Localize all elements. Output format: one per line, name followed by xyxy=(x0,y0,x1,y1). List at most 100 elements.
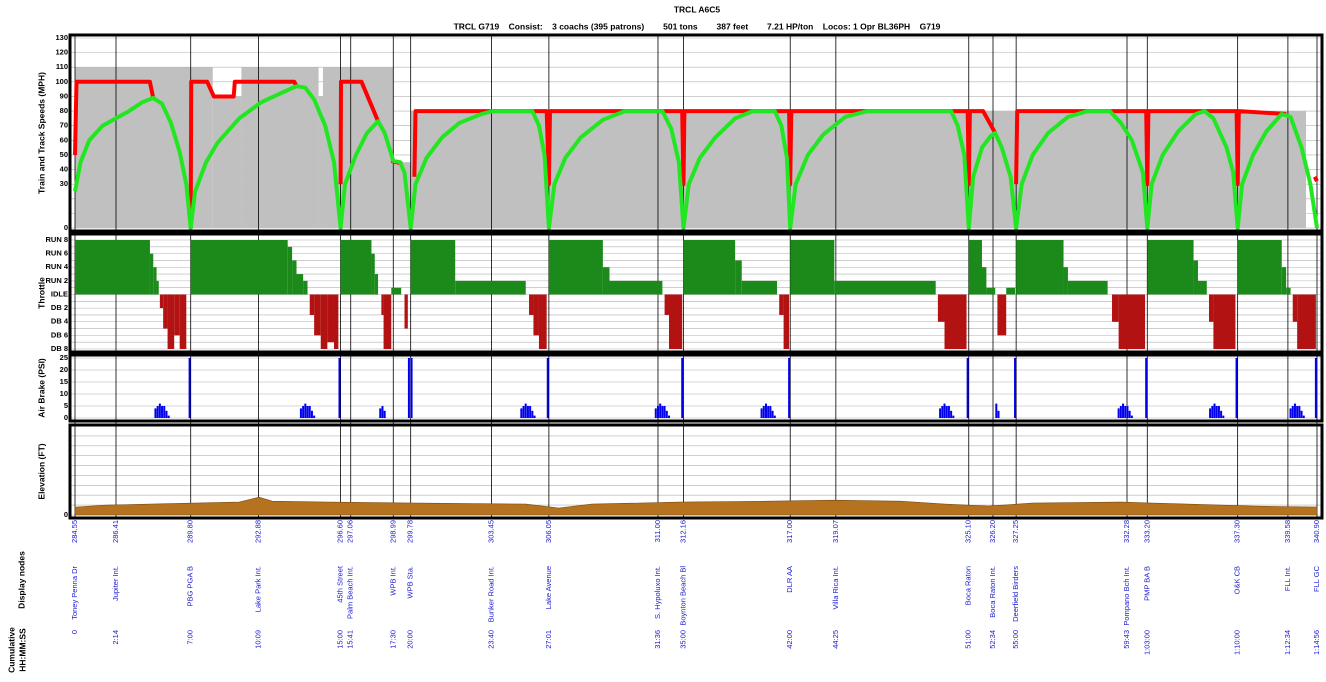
y-tick-label: RUN 2 xyxy=(45,276,68,285)
bar xyxy=(190,240,288,295)
node-time: 44:25 xyxy=(831,630,840,649)
y-tick-label: RUN 6 xyxy=(45,249,68,258)
node-time: 1:03:00 xyxy=(1142,630,1151,655)
y-tick-label: 0 xyxy=(64,413,68,422)
bar xyxy=(158,403,161,418)
node-name: Pompano Bch Int. xyxy=(1122,566,1131,626)
chart-title: TRCL A6C5 xyxy=(674,4,721,14)
bar xyxy=(165,410,168,418)
bar xyxy=(156,406,159,418)
bar xyxy=(167,415,170,418)
milepost-label: 317.00 xyxy=(785,520,794,543)
bar xyxy=(1281,267,1287,295)
milepost-label: 286.41 xyxy=(111,520,120,543)
milepost-label: 333.20 xyxy=(1142,520,1151,543)
panel-frame xyxy=(68,423,1324,520)
bar xyxy=(1147,240,1194,295)
y-axis-label: Air Brake (PSI) xyxy=(36,358,46,418)
bar xyxy=(1128,410,1131,418)
bar xyxy=(149,253,154,295)
bar xyxy=(1235,358,1238,418)
bar xyxy=(383,294,392,349)
node-time: 59:43 xyxy=(1122,630,1131,649)
bar xyxy=(1063,267,1068,295)
bar xyxy=(1119,406,1122,418)
bar xyxy=(522,406,525,418)
bar xyxy=(997,294,1007,336)
milepost-label: 326.20 xyxy=(988,520,997,543)
node-time: 1:12:34 xyxy=(1283,630,1292,655)
node-name: FLL Int. xyxy=(1283,566,1292,591)
node-name: PMP BA B xyxy=(1142,566,1151,601)
milepost-label: 332.28 xyxy=(1122,520,1131,543)
milepost-label: 297.06 xyxy=(346,520,355,543)
bar xyxy=(374,274,379,295)
bar xyxy=(1222,415,1225,418)
bar xyxy=(163,294,168,329)
bar xyxy=(656,406,659,418)
milepost-label: 289.80 xyxy=(186,520,195,543)
bar xyxy=(287,246,293,295)
bar xyxy=(1213,294,1236,349)
bar xyxy=(609,280,663,295)
chart-subtitle: TRCL G719 Consist: 3 coachs (395 patrons… xyxy=(454,21,941,31)
bar xyxy=(1215,406,1218,418)
bar xyxy=(1300,410,1303,418)
y-tick-label: 120 xyxy=(55,48,68,57)
bar xyxy=(602,267,610,295)
bar xyxy=(834,280,936,295)
bar xyxy=(1006,287,1016,295)
bar xyxy=(1118,294,1146,349)
bar xyxy=(945,406,948,418)
milepost-label: 337.30 xyxy=(1233,520,1242,543)
bar xyxy=(767,406,770,418)
bar xyxy=(1220,410,1223,418)
y-tick-label: 20 xyxy=(60,365,68,374)
bar xyxy=(1291,406,1294,418)
bar xyxy=(741,280,777,295)
bar xyxy=(668,415,670,418)
node-name: Boynton Beach Bl xyxy=(679,566,688,626)
bar xyxy=(1314,358,1317,418)
node-name: WPB Int. xyxy=(388,566,397,596)
bar xyxy=(771,410,774,418)
node-time: 51:00 xyxy=(964,630,973,649)
bar xyxy=(538,294,547,349)
bar xyxy=(529,294,534,315)
bar xyxy=(1211,406,1214,418)
node-name: Jupiter Int. xyxy=(111,566,120,601)
y-tick-label: DB 2 xyxy=(51,303,68,312)
y-tick-label: 30 xyxy=(60,179,68,188)
bar xyxy=(1292,294,1298,322)
node-time: 7:00 xyxy=(186,630,195,645)
bar xyxy=(986,287,996,295)
bar xyxy=(338,358,341,418)
node-name: FLL GC xyxy=(1312,565,1321,592)
bar xyxy=(1209,294,1214,322)
node-name: 45th Street xyxy=(336,565,345,603)
bar xyxy=(760,408,763,418)
y-tick-label: 0 xyxy=(64,510,68,519)
bar xyxy=(333,294,339,349)
bar xyxy=(159,294,164,309)
node-name: Bunker Road Int. xyxy=(487,566,496,622)
bar xyxy=(995,403,998,418)
bar xyxy=(313,415,316,418)
y-tick-label: RUN 8 xyxy=(45,235,68,244)
panel-frame xyxy=(68,33,1324,233)
node-time: 42:00 xyxy=(785,630,794,649)
panel-frame xyxy=(68,232,1324,354)
bar xyxy=(1197,280,1207,295)
bar xyxy=(299,408,302,418)
node-name: O&K CB xyxy=(1233,566,1242,594)
bar xyxy=(381,406,384,418)
bar xyxy=(404,294,408,329)
bar xyxy=(669,294,683,349)
node-name: Boca Raton xyxy=(964,566,973,605)
node-name: Lake Park Int. xyxy=(254,566,263,612)
bar xyxy=(154,408,157,418)
bar xyxy=(1296,406,1299,418)
bar xyxy=(997,410,1000,418)
node-name: S. Hypoluxo Int. xyxy=(653,566,662,619)
